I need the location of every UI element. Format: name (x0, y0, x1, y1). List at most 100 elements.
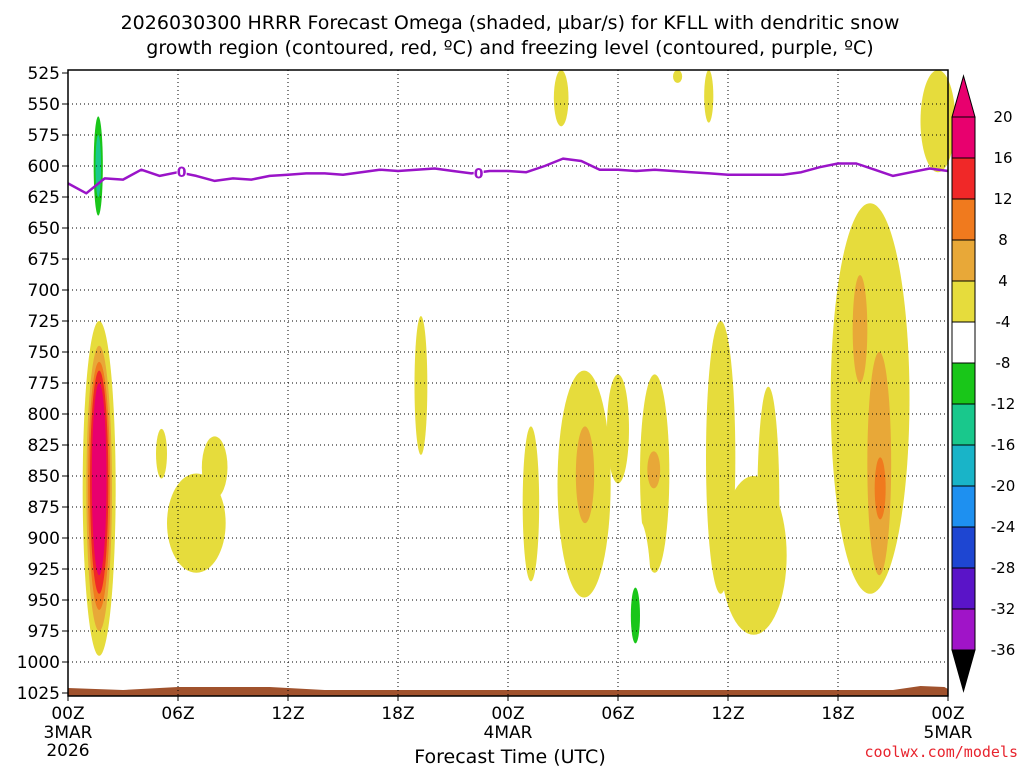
omega-region-14 (306, 494, 365, 665)
omega-region-29 (630, 587, 641, 644)
y-tick-label-775: 775 (28, 374, 60, 394)
omega-region-4 (91, 383, 107, 576)
freezing-label-bg-1 (473, 165, 484, 182)
omega-region-18 (553, 70, 569, 127)
x-tick-date-24: 4MAR (484, 723, 533, 743)
colorbar-bin-16 (951, 157, 976, 200)
x-tick-date-48: 5MAR (924, 723, 973, 743)
y-axis-pressure-ticks: 525 550 575 600 625 650 675 700 725 750 775 800 825 8… (17, 64, 68, 704)
colorbar-label-12: 12 (993, 190, 1012, 208)
colorbar-label--24: -24 (991, 518, 1016, 536)
colorbar-bin--20 (951, 485, 976, 528)
omega-region-26 (647, 451, 661, 489)
y-tick-label-750: 750 (28, 343, 60, 363)
y-tick-label-600: 600 (28, 157, 60, 177)
omega-region-24 (607, 374, 629, 484)
colorbar-label--28: -28 (991, 559, 1016, 577)
colorbar-bin-12 (951, 198, 976, 241)
colorbar-label--12: -12 (991, 395, 1016, 413)
colorbar-label-4: 4 (998, 272, 1008, 290)
chart-title-line2: growth region (contoured, red, ºC) and f… (146, 37, 873, 59)
omega-shaded-regions (82, 70, 956, 677)
colorbar-over-triangle (951, 74, 976, 118)
freezing-contour-label-1: 0 (474, 166, 484, 182)
colorbar-bin--32 (951, 608, 976, 651)
colorbar-label--20: -20 (991, 477, 1016, 495)
y-tick-label-850: 850 (28, 467, 60, 487)
omega-colorbar: 20 16 12 8 4 -4 -8 -12 -16 -20 -24 -28 -32 -36 (951, 74, 1016, 693)
y-tick-label-900: 900 (28, 529, 60, 549)
omega-region-20 (704, 70, 714, 123)
omega-region-11 (156, 428, 167, 479)
omega-region-42 (920, 70, 956, 173)
colorbar-label-8: 8 (998, 231, 1008, 249)
x-tick-year-0: 2026 (46, 741, 89, 761)
colorbar-bin-4 (951, 280, 976, 323)
x-tick-label-48: 00Z (931, 704, 964, 724)
colorbar-label--4: -4 (996, 313, 1011, 331)
y-tick-label-925: 925 (28, 560, 60, 580)
colorbar-bin-20 (951, 116, 976, 159)
y-tick-label-725: 725 (28, 312, 60, 332)
y-tick-label-825: 825 (28, 436, 60, 456)
omega-region-16 (414, 316, 428, 455)
y-tick-label-875: 875 (28, 498, 60, 518)
omega-region-23 (575, 426, 595, 524)
x-tick-label-36: 12Z (711, 704, 744, 724)
freezing-label-bg-0 (176, 164, 187, 181)
colorbar-label-16: 16 (993, 149, 1012, 167)
y-tick-label-550: 550 (28, 95, 60, 115)
omega-region-21 (522, 426, 540, 582)
x-axis-label: Forecast Time (UTC) (414, 746, 605, 768)
omega-region-32 (757, 386, 780, 619)
omega-region-37 (858, 600, 871, 631)
omega-region-39 (852, 275, 868, 383)
x-tick-label-12: 12Z (271, 704, 304, 724)
omega-region-15 (374, 515, 388, 560)
omega-region-41 (874, 457, 886, 520)
colorbar-bin--12 (951, 403, 976, 446)
x-tick-label-24: 00Z (491, 704, 524, 724)
colorbar-bin--16 (951, 444, 976, 487)
freezing-contour-label-0: 0 (177, 165, 187, 181)
colorbar-under-triangle (951, 649, 976, 693)
x-tick-date-0: 3MAR (44, 723, 93, 743)
colorbar-bin--4 (951, 321, 976, 364)
chart-title-line1: 2026030300 HRRR Forecast Omega (shaded, … (121, 12, 900, 34)
y-tick-label-625: 625 (28, 188, 60, 208)
y-tick-label-575: 575 (28, 126, 60, 146)
y-tick-label-675: 675 (28, 250, 60, 270)
y-tick-label-650: 650 (28, 219, 60, 239)
omega-region-35 (812, 118, 822, 204)
x-tick-label-18: 18Z (381, 704, 414, 724)
y-tick-label-975: 975 (28, 622, 60, 642)
omega-region-43 (938, 600, 952, 669)
y-tick-label-800: 800 (28, 405, 60, 425)
colorbar-bin--28 (951, 567, 976, 610)
x-tick-label-30: 06Z (601, 704, 634, 724)
colorbar-label-20: 20 (993, 108, 1012, 126)
colorbar-label--8: -8 (996, 354, 1011, 372)
colorbar-label--32: -32 (991, 600, 1016, 618)
omega-region-13 (262, 572, 290, 672)
colorbar-bin-8 (951, 239, 976, 282)
omega-region-17 (418, 70, 424, 83)
x-tick-label-42: 18Z (821, 704, 854, 724)
y-tick-label-1025: 1025 (17, 684, 60, 704)
y-tick-label-950: 950 (28, 591, 60, 611)
omega-region-10 (201, 436, 228, 499)
colorbar-label--16: -16 (991, 436, 1016, 454)
omega-region-9 (167, 473, 226, 573)
omega-region-8 (123, 458, 134, 623)
colorbar-bin--8 (951, 362, 976, 405)
colorbar-label--36: -36 (991, 641, 1016, 659)
y-tick-label-700: 700 (28, 281, 60, 301)
freezing-level-line (67, 157, 949, 195)
y-tick-label-1000: 1000 (17, 653, 60, 673)
omega-region-19 (673, 70, 683, 83)
colorbar-bin--24 (951, 526, 976, 569)
